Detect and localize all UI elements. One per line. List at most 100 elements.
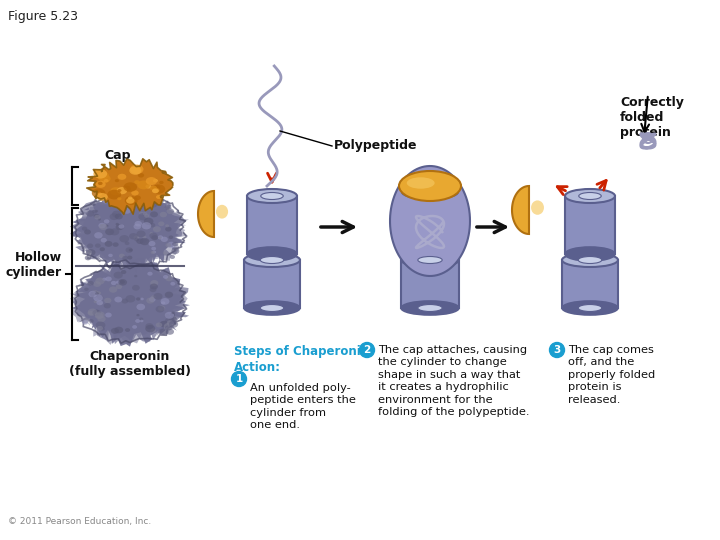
Ellipse shape: [125, 247, 132, 253]
Ellipse shape: [165, 275, 173, 281]
Ellipse shape: [114, 296, 122, 302]
Ellipse shape: [153, 293, 163, 300]
Ellipse shape: [95, 312, 105, 319]
Ellipse shape: [88, 311, 94, 316]
Ellipse shape: [565, 247, 615, 261]
Ellipse shape: [216, 205, 228, 219]
Ellipse shape: [98, 192, 102, 195]
Ellipse shape: [122, 256, 128, 260]
Ellipse shape: [89, 291, 97, 298]
Ellipse shape: [101, 238, 107, 242]
Polygon shape: [86, 159, 173, 214]
Ellipse shape: [110, 187, 122, 195]
Ellipse shape: [160, 328, 168, 335]
Ellipse shape: [132, 285, 140, 291]
Text: Correctly
folded
protein: Correctly folded protein: [620, 96, 684, 139]
Ellipse shape: [99, 302, 102, 305]
Ellipse shape: [117, 197, 122, 200]
Ellipse shape: [97, 295, 104, 300]
Ellipse shape: [133, 224, 141, 230]
Ellipse shape: [138, 173, 144, 178]
Ellipse shape: [244, 301, 300, 315]
Ellipse shape: [95, 313, 103, 319]
Ellipse shape: [418, 305, 442, 312]
Ellipse shape: [151, 235, 158, 240]
Ellipse shape: [95, 278, 104, 285]
Polygon shape: [198, 191, 214, 237]
Ellipse shape: [90, 291, 99, 298]
Ellipse shape: [110, 228, 120, 235]
Ellipse shape: [150, 211, 158, 217]
Ellipse shape: [165, 318, 174, 325]
Ellipse shape: [163, 275, 168, 279]
Ellipse shape: [579, 192, 601, 199]
Polygon shape: [71, 258, 187, 347]
Ellipse shape: [126, 198, 135, 204]
Ellipse shape: [97, 316, 106, 322]
FancyBboxPatch shape: [402, 192, 458, 254]
Ellipse shape: [161, 237, 168, 242]
Ellipse shape: [565, 189, 615, 203]
Ellipse shape: [149, 233, 158, 239]
Text: An unfolded poly-
peptide enters the
cylinder from
one end.: An unfolded poly- peptide enters the cyl…: [250, 383, 356, 430]
Ellipse shape: [145, 185, 151, 188]
Ellipse shape: [156, 322, 162, 327]
Ellipse shape: [578, 256, 602, 264]
Ellipse shape: [82, 320, 89, 325]
Ellipse shape: [150, 202, 157, 207]
Ellipse shape: [96, 326, 103, 330]
Text: 2: 2: [364, 345, 371, 355]
Ellipse shape: [111, 281, 117, 285]
Ellipse shape: [132, 325, 137, 329]
Ellipse shape: [143, 235, 146, 239]
Ellipse shape: [170, 255, 175, 259]
Ellipse shape: [139, 318, 143, 321]
Ellipse shape: [124, 183, 137, 192]
Ellipse shape: [95, 210, 98, 212]
Ellipse shape: [120, 235, 129, 242]
Ellipse shape: [144, 218, 153, 225]
Ellipse shape: [140, 320, 143, 322]
Ellipse shape: [108, 254, 113, 257]
Ellipse shape: [166, 328, 174, 335]
Polygon shape: [73, 259, 190, 344]
Ellipse shape: [134, 195, 141, 200]
Ellipse shape: [117, 187, 127, 194]
Ellipse shape: [150, 295, 156, 299]
Ellipse shape: [261, 192, 283, 199]
Ellipse shape: [150, 287, 156, 292]
Ellipse shape: [96, 300, 103, 305]
Ellipse shape: [159, 321, 168, 327]
Ellipse shape: [94, 294, 103, 301]
Ellipse shape: [84, 230, 91, 234]
Ellipse shape: [578, 305, 602, 312]
Ellipse shape: [152, 188, 159, 193]
Ellipse shape: [161, 298, 169, 305]
Ellipse shape: [135, 238, 139, 241]
Polygon shape: [390, 166, 470, 276]
Ellipse shape: [134, 275, 138, 278]
Ellipse shape: [244, 253, 300, 267]
Ellipse shape: [96, 193, 108, 201]
Ellipse shape: [156, 195, 161, 199]
Ellipse shape: [163, 323, 174, 330]
Ellipse shape: [168, 321, 178, 328]
Ellipse shape: [92, 210, 97, 213]
Ellipse shape: [122, 186, 131, 192]
Ellipse shape: [402, 247, 458, 261]
Ellipse shape: [117, 189, 122, 192]
Ellipse shape: [165, 205, 171, 210]
Ellipse shape: [148, 200, 154, 205]
Ellipse shape: [116, 284, 122, 289]
Ellipse shape: [171, 282, 175, 286]
Ellipse shape: [150, 280, 158, 286]
Ellipse shape: [119, 254, 125, 258]
Ellipse shape: [143, 212, 148, 215]
Ellipse shape: [92, 291, 99, 295]
Ellipse shape: [399, 171, 461, 201]
Ellipse shape: [96, 291, 101, 295]
Text: Hollow
cylinder: Hollow cylinder: [6, 251, 62, 279]
Ellipse shape: [150, 251, 155, 254]
Text: Steps of Chaperonin
Action:: Steps of Chaperonin Action:: [234, 345, 369, 374]
Text: The cap comes
off, and the
properly folded
protein is
released.: The cap comes off, and the properly fold…: [568, 345, 655, 404]
